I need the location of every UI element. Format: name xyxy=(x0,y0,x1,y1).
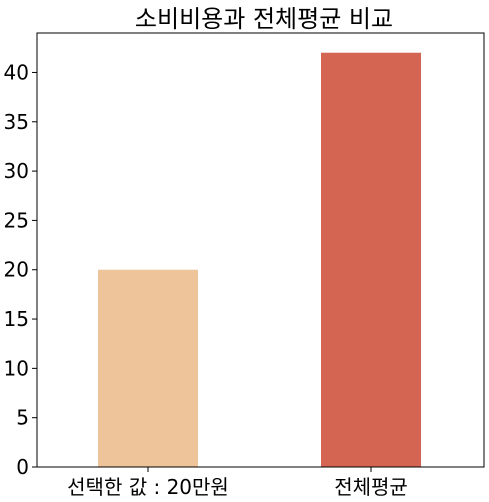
y-tick-label: 0 xyxy=(16,455,29,479)
bar-1 xyxy=(98,269,198,467)
y-tick-label: 30 xyxy=(4,159,29,183)
chart-title: 소비비용과 전체평균 비교 xyxy=(135,5,393,33)
y-axis: 0 5 10 15 20 25 30 35 40 xyxy=(4,60,37,479)
x-tick-label: 전체평균 xyxy=(334,475,408,499)
x-axis: 선택한 값 : 20만원 전체평균 xyxy=(67,467,408,499)
bars-group xyxy=(98,52,421,468)
y-tick-label: 35 xyxy=(4,110,29,134)
y-tick-label: 40 xyxy=(4,60,29,84)
y-tick-label: 25 xyxy=(4,208,29,232)
y-tick-label: 10 xyxy=(4,356,29,380)
x-tick-label: 선택한 값 : 20만원 xyxy=(67,475,229,499)
y-tick-label: 15 xyxy=(4,307,29,331)
y-tick-label: 20 xyxy=(4,258,29,282)
y-tick-label: 5 xyxy=(16,406,29,430)
bar-2 xyxy=(321,52,421,468)
plot-frame xyxy=(36,32,485,468)
